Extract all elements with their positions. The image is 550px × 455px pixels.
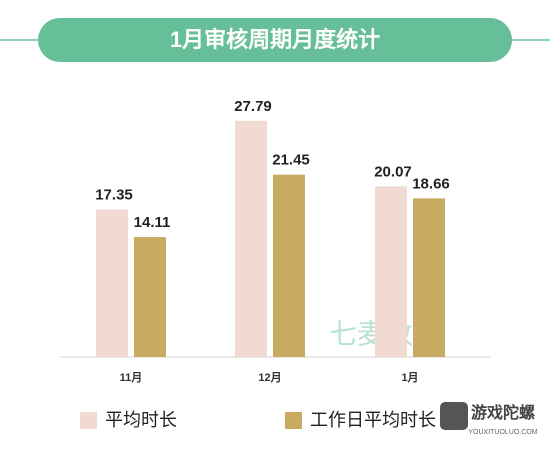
value-label: 14.11 <box>134 214 171 231</box>
value-label: 17.35 <box>95 186 133 203</box>
bar <box>134 237 166 357</box>
x-tick-label: 12月 <box>258 371 281 384</box>
bar <box>375 186 407 357</box>
bar <box>96 209 128 357</box>
value-label: 21.45 <box>272 152 310 169</box>
legend-label: 平均时长 <box>105 410 177 430</box>
bar <box>273 174 305 357</box>
bar <box>413 198 445 357</box>
legend-swatch <box>80 412 97 429</box>
x-tick-label: 1月 <box>401 371 418 384</box>
logo: 游戏陀螺 YOUXITUOLUO.COM <box>440 402 538 436</box>
logo-icon <box>440 402 468 430</box>
legend-label: 工作日平均时长 <box>310 410 436 430</box>
x-tick-label: 11月 <box>120 371 143 384</box>
watermark: YOUXITUOLUO.COM <box>468 429 537 436</box>
value-label: 27.79 <box>234 98 272 115</box>
title-banner <box>38 18 512 62</box>
bar <box>235 120 267 357</box>
watermark: 游戏陀螺 <box>471 403 535 422</box>
chart-title: 1月审核周期月度统计 <box>170 27 380 52</box>
legend-swatch <box>285 412 302 429</box>
value-label: 20.07 <box>374 163 412 180</box>
value-label: 18.66 <box>412 175 450 192</box>
